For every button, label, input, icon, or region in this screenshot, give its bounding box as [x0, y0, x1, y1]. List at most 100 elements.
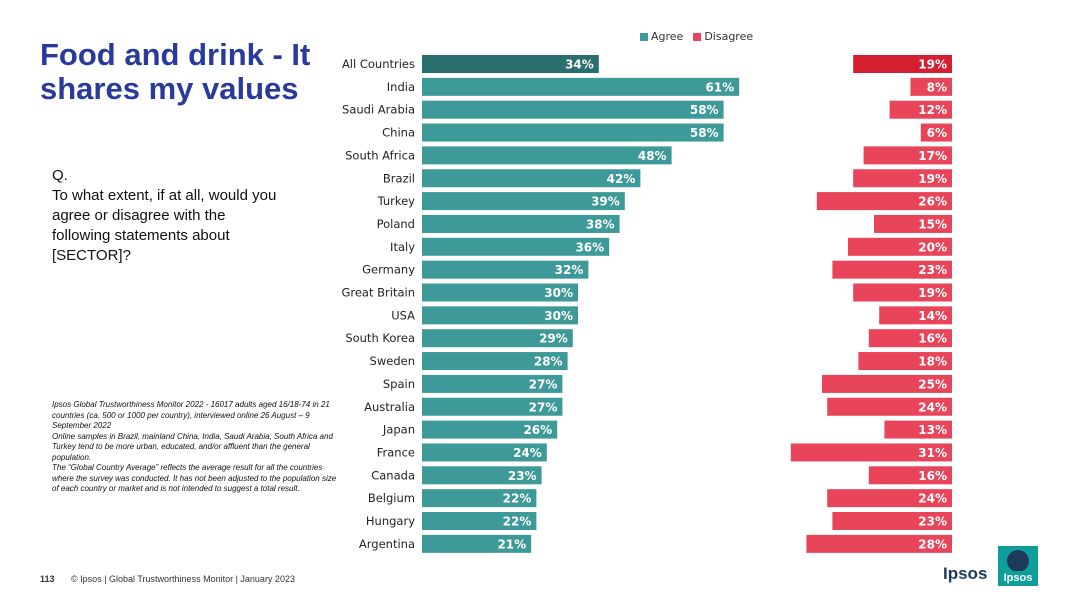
- disagree-bar: [832, 260, 952, 279]
- disagree-value-label: 12%: [918, 103, 947, 117]
- agree-bar: [422, 55, 599, 73]
- disagree-bar: [853, 55, 952, 73]
- agree-value-label: 42%: [607, 172, 636, 186]
- category-label: Japan: [382, 423, 415, 437]
- disagree-bar: [848, 237, 952, 256]
- agree-value-label: 61%: [705, 80, 734, 94]
- disagree-bar: [889, 100, 952, 119]
- disagree-bar: [858, 352, 952, 371]
- agree-bar: [422, 123, 724, 142]
- disagree-bar: [879, 306, 952, 325]
- footer: 113 © Ipsos | Global Trustworthiness Mon…: [40, 574, 295, 584]
- disagree-bar: [910, 77, 952, 96]
- agree-bar: [422, 214, 620, 233]
- note-1: Ipsos Global Trustworthiness Monitor 202…: [52, 400, 330, 430]
- agree-value-label: 26%: [523, 423, 552, 437]
- category-label: India: [387, 80, 415, 94]
- category-label: Poland: [377, 217, 415, 231]
- category-label: South Africa: [345, 148, 415, 162]
- agree-bar: [422, 397, 563, 416]
- agree-bar: [422, 77, 740, 96]
- category-label: Sweden: [370, 354, 415, 368]
- disagree-bar: [868, 329, 952, 348]
- category-label: Saudi Arabia: [342, 103, 415, 117]
- category-label: Turkey: [377, 194, 416, 208]
- legend-swatch-disagree: [693, 32, 702, 41]
- agree-value-label: 39%: [591, 195, 620, 209]
- page-number: 113: [40, 574, 55, 584]
- category-label: Australia: [364, 400, 415, 414]
- agree-value-label: 58%: [690, 103, 719, 117]
- agree-value-label: 23%: [508, 469, 537, 483]
- disagree-value-label: 19%: [918, 172, 947, 186]
- agree-bar: [422, 420, 558, 439]
- agree-value-label: 32%: [555, 263, 584, 277]
- disagree-value-label: 6%: [927, 126, 947, 140]
- disagree-value-label: 24%: [918, 400, 947, 414]
- disagree-value-label: 13%: [918, 423, 947, 437]
- agree-bar: [422, 329, 573, 348]
- disagree-value-label: 8%: [927, 80, 947, 94]
- agree-value-label: 27%: [529, 377, 558, 391]
- agree-bar: [422, 352, 568, 371]
- agree-value-label: 28%: [534, 355, 563, 369]
- disagree-value-label: 31%: [918, 446, 947, 460]
- disagree-value-label: 20%: [918, 240, 947, 254]
- category-label: Great Britain: [341, 286, 415, 300]
- disagree-bar: [822, 374, 952, 393]
- category-label: Argentina: [359, 537, 415, 551]
- disagree-value-label: 16%: [918, 332, 947, 346]
- agree-bar: [422, 489, 537, 508]
- agree-value-label: 21%: [497, 537, 526, 551]
- category-label: Belgium: [368, 491, 415, 505]
- agree-value-label: 22%: [503, 492, 532, 506]
- disagree-bar: [868, 466, 952, 485]
- category-label: China: [382, 126, 415, 140]
- ipsos-logo-icon: Ipsos: [998, 546, 1038, 586]
- agree-bar: [422, 260, 589, 279]
- category-label: Canada: [371, 468, 415, 482]
- category-label: France: [377, 445, 415, 459]
- agree-bar: [422, 169, 641, 188]
- agree-value-label: 58%: [690, 126, 719, 140]
- disagree-bar: [806, 534, 952, 553]
- agree-bar: [422, 306, 578, 325]
- agree-value-label: 34%: [565, 58, 594, 72]
- agree-value-label: 27%: [529, 400, 558, 414]
- category-label: Spain: [383, 377, 415, 391]
- agree-value-label: 22%: [503, 515, 532, 529]
- chart-legend: Agree Disagree: [640, 30, 753, 43]
- agree-value-label: 48%: [638, 149, 667, 163]
- category-label: Italy: [390, 240, 415, 254]
- disagree-bar: [884, 420, 952, 439]
- agree-bar: [422, 283, 578, 302]
- disagree-bar: [790, 443, 952, 462]
- disagree-value-label: 15%: [918, 217, 947, 231]
- agree-bar: [422, 192, 625, 211]
- disagree-bar: [874, 214, 952, 233]
- legend-label-agree: Agree: [651, 30, 684, 43]
- agree-value-label: 24%: [513, 446, 542, 460]
- disagree-bar: [827, 397, 952, 416]
- agree-value-label: 30%: [544, 286, 573, 300]
- disagree-value-label: 28%: [918, 537, 947, 551]
- disagree-value-label: 23%: [918, 263, 947, 277]
- disagree-value-label: 14%: [918, 309, 947, 323]
- disagree-value-label: 17%: [918, 149, 947, 163]
- disagree-bar: [832, 512, 952, 530]
- disagree-value-label: 24%: [918, 492, 947, 506]
- legend-label-disagree: Disagree: [704, 30, 754, 43]
- disagree-bar: [853, 283, 952, 302]
- category-label: South Korea: [345, 331, 415, 345]
- disagree-bar: [863, 146, 952, 165]
- methodology-notes: Ipsos Global Trustworthiness Monitor 202…: [52, 400, 342, 495]
- legend-item-agree: Agree: [640, 30, 683, 43]
- agree-bar: [422, 443, 547, 462]
- agree-bar: [422, 466, 542, 485]
- legend-item-disagree: Disagree: [693, 30, 753, 43]
- agree-bar: [422, 512, 537, 530]
- agree-bar: [422, 146, 672, 165]
- disagree-value-label: 26%: [918, 195, 947, 209]
- disagree-bar: [827, 489, 952, 508]
